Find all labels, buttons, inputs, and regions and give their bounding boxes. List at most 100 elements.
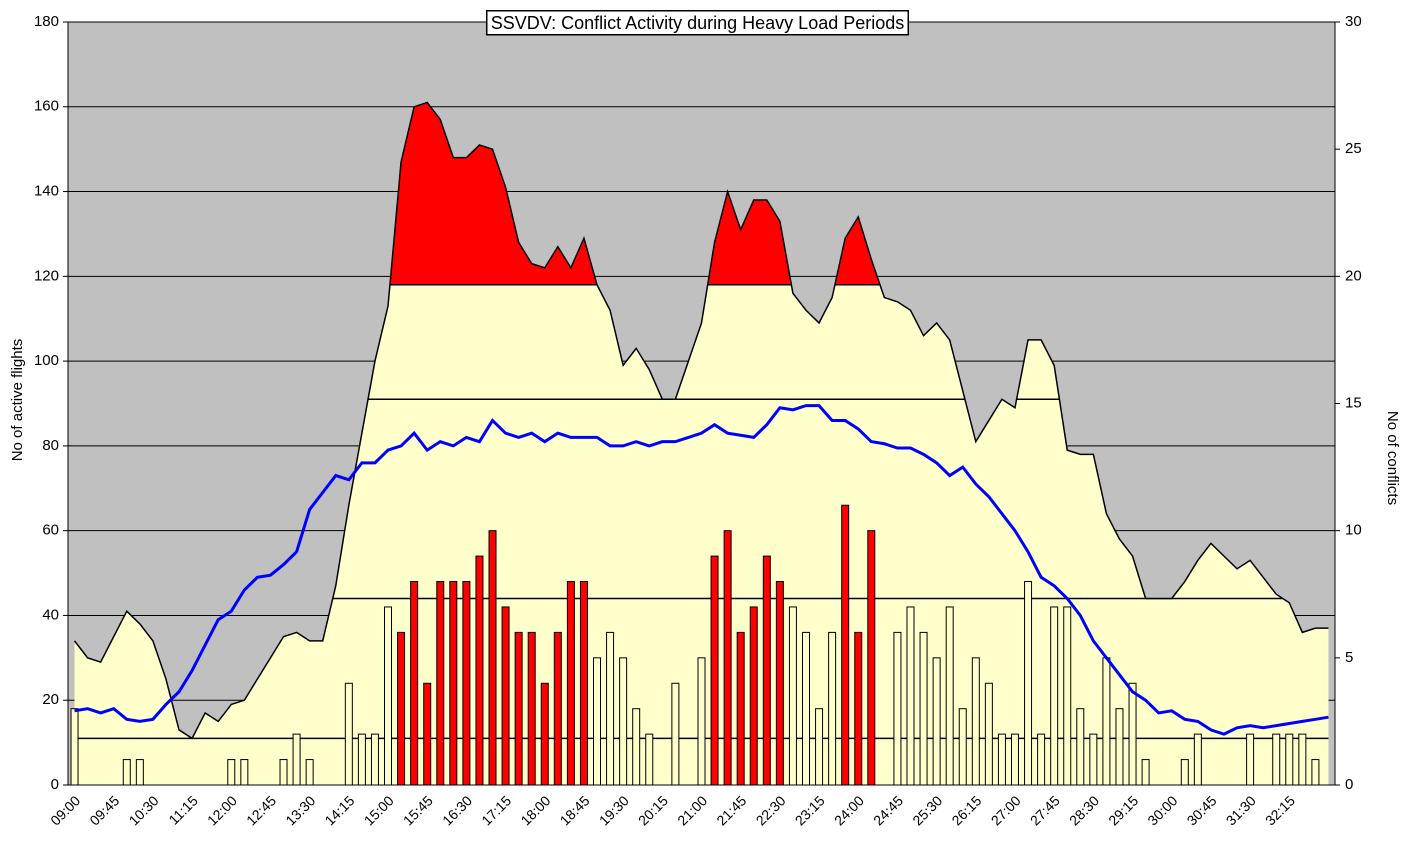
- x-tick-label: 23:15: [792, 792, 828, 828]
- y2-tick-label: 5: [1345, 649, 1353, 666]
- title-box: [485, 10, 910, 36]
- bar: [240, 759, 249, 786]
- bar: [462, 581, 471, 786]
- bar: [514, 631, 523, 786]
- y2-axis-label: No of conflicts: [1384, 411, 1401, 505]
- bar: [292, 733, 301, 786]
- x-tick-label: 15:00: [361, 792, 397, 828]
- bar: [305, 759, 314, 786]
- bar: [984, 682, 993, 786]
- bar: [619, 657, 628, 786]
- y-tick-label: 80: [42, 437, 59, 454]
- x-tick-label: 21:00: [674, 792, 710, 828]
- bar: [1076, 708, 1085, 786]
- bar: [906, 606, 915, 786]
- bar: [1089, 733, 1098, 786]
- y-tick-label: 40: [42, 606, 59, 623]
- bar: [801, 631, 810, 786]
- y-tick-label: 20: [42, 691, 59, 708]
- bar: [279, 759, 288, 786]
- x-tick-label: 12:45: [243, 792, 279, 828]
- x-tick-label: 32:15: [1262, 792, 1298, 828]
- x-tick-label: 29:15: [1105, 792, 1141, 828]
- y2-tick-label: 10: [1345, 522, 1362, 539]
- y-tick-label: 140: [34, 183, 59, 200]
- bar: [566, 581, 575, 786]
- bar: [1193, 733, 1202, 786]
- x-tick-label: 17:15: [478, 792, 514, 828]
- bar: [632, 708, 641, 786]
- bar: [227, 759, 236, 786]
- x-tick-label: 24:45: [870, 792, 906, 828]
- bar: [1102, 657, 1111, 786]
- x-tick-label: 25:30: [909, 792, 945, 828]
- bar: [384, 606, 393, 786]
- bar: [1141, 759, 1150, 786]
- bar: [475, 555, 484, 786]
- bar: [449, 581, 458, 786]
- bar: [423, 682, 432, 786]
- bar: [1311, 759, 1320, 786]
- bar: [932, 657, 941, 786]
- bar: [710, 555, 719, 786]
- bar: [135, 759, 144, 786]
- x-tick-label: 30:45: [1184, 792, 1220, 828]
- y-tick-label: 160: [34, 98, 59, 115]
- y-tick-label: 100: [34, 352, 59, 369]
- bar: [1024, 581, 1033, 786]
- bar: [788, 606, 797, 786]
- x-tick-label: 18:00: [517, 792, 553, 828]
- x-tick-label: 16:30: [439, 792, 475, 828]
- x-tick-label: 15:45: [400, 792, 436, 828]
- bar: [344, 682, 353, 786]
- bar: [488, 530, 497, 786]
- bar: [579, 581, 588, 786]
- y2-tick-label: 20: [1345, 267, 1362, 284]
- y-tick-label: 120: [34, 267, 59, 284]
- x-tick-label: 09:00: [47, 792, 83, 828]
- x-tick-label: 24:00: [831, 792, 867, 828]
- bar: [436, 581, 445, 786]
- bar: [1115, 708, 1124, 786]
- bar: [697, 657, 706, 786]
- bar: [606, 631, 615, 786]
- area-outline: [73, 101, 1329, 740]
- bar: [945, 606, 954, 786]
- bar: [749, 606, 758, 786]
- x-tick-label: 27:00: [988, 792, 1024, 828]
- bar: [70, 708, 79, 786]
- x-tick-label: 30:00: [1144, 792, 1180, 828]
- bar: [736, 631, 745, 786]
- x-tick-label: 12:00: [204, 792, 240, 828]
- bar: [370, 733, 379, 786]
- bar: [762, 555, 771, 786]
- x-tick-label: 10:30: [126, 792, 162, 828]
- bar: [958, 708, 967, 786]
- bar: [1037, 733, 1046, 786]
- bar: [357, 733, 366, 786]
- x-tick-label: 31:30: [1223, 792, 1259, 828]
- bar: [997, 733, 1006, 786]
- bar: [1180, 759, 1189, 786]
- y2-tick-label: 15: [1345, 394, 1362, 411]
- bar: [501, 606, 510, 786]
- x-tick-label: 19:30: [596, 792, 632, 828]
- x-tick-label: 13:30: [282, 792, 318, 828]
- bar: [919, 631, 928, 786]
- bar: [1298, 733, 1307, 786]
- x-tick-label: 22:30: [753, 792, 789, 828]
- y-axis-label: No of active flights: [9, 339, 26, 462]
- bar: [1246, 733, 1255, 786]
- bar: [1063, 606, 1072, 786]
- bar: [122, 759, 131, 786]
- bar: [553, 631, 562, 786]
- bar: [815, 708, 824, 786]
- x-tick-label: 28:30: [1066, 792, 1102, 828]
- bar: [841, 504, 850, 786]
- bar: [854, 631, 863, 786]
- bar: [593, 657, 602, 786]
- bar: [893, 631, 902, 786]
- bar: [828, 631, 837, 786]
- bar: [1285, 733, 1294, 786]
- y2-tick-label: 0: [1345, 776, 1353, 793]
